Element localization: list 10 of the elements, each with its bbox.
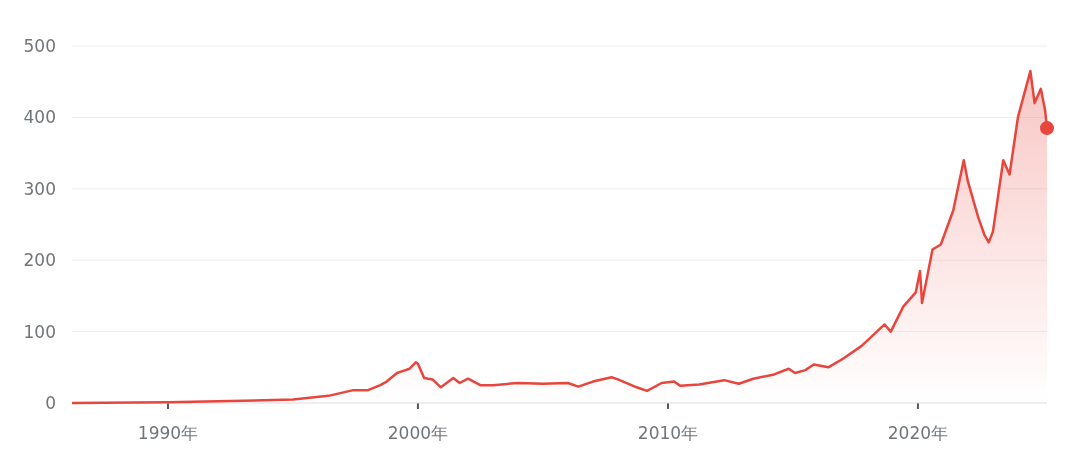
y-tick-label: 300 (23, 178, 56, 199)
x-tick-label: 1990年 (137, 423, 199, 443)
x-tick-label: 2020年 (887, 423, 949, 443)
y-tick-label: 0 (45, 392, 56, 413)
x-tick-label: 2000年 (387, 423, 449, 443)
y-tick-label: 200 (23, 250, 56, 271)
x-tick-label: 2010年 (637, 423, 699, 443)
y-tick-label: 400 (23, 107, 56, 128)
y-tick-label: 500 (23, 35, 56, 56)
y-tick-label: 100 (23, 321, 56, 342)
